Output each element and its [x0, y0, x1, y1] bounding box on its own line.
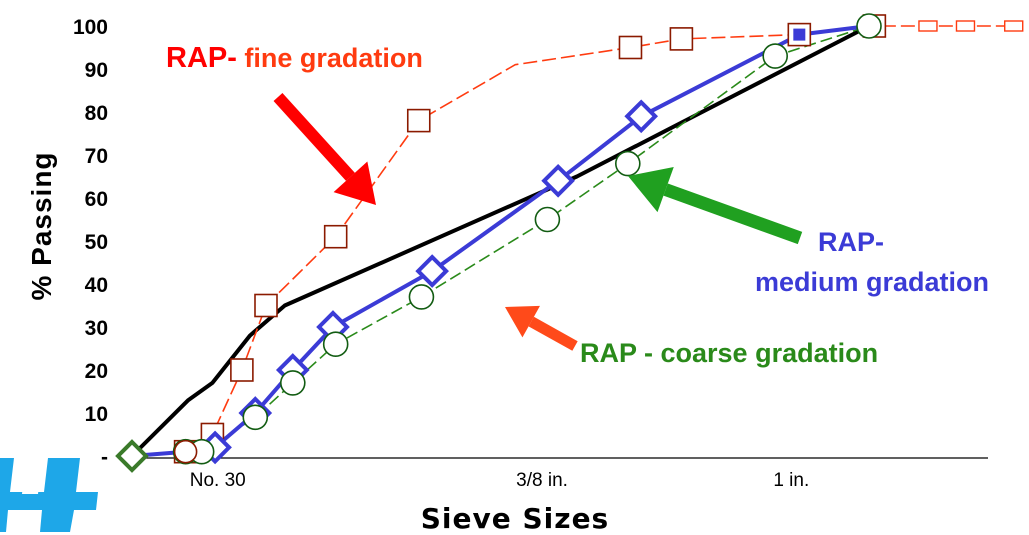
coarse-gradation-marker: [322, 331, 349, 358]
y-tick-label: 100: [73, 16, 108, 39]
fine-gradation-tail-marker: [918, 20, 938, 32]
reference-line: [130, 24, 870, 458]
coarse-gradation-marker: [242, 404, 269, 431]
arrow-medium-shaft: [663, 183, 803, 245]
coarse-gradation-marker: [614, 150, 641, 177]
annotation-medium-line1: RAP-: [818, 227, 884, 257]
fine-gradation-marker: [669, 27, 694, 51]
x-tick-label: No. 30: [190, 470, 246, 491]
fine-gradation-marker: [406, 108, 431, 133]
y-tick-label: 30: [85, 317, 108, 340]
annotation-fine-gradation: RAP- fine gradation: [166, 42, 423, 75]
annotation-fine-text: fine gradation: [236, 43, 423, 73]
arrow-coarse-shaft: [528, 316, 578, 351]
cross-logo-detail: [22, 478, 40, 494]
medium-gradation-marker: [793, 28, 806, 41]
medium-gradation-marker: [541, 163, 575, 198]
fine-gradation-marker: [323, 224, 348, 249]
arrow-fine-shaft: [273, 92, 355, 181]
coarse-gradation-marker: [408, 284, 435, 310]
y-tick-label: 60: [85, 188, 108, 211]
coarse-gradation-marker: [534, 206, 561, 233]
fine-gradation-marker: [230, 358, 254, 382]
annotation-medium-line2: medium gradation: [754, 267, 990, 297]
medium-gradation-marker: [115, 439, 149, 473]
x-tick-label: 3/8 in.: [516, 470, 568, 491]
arrow-medium-head: [628, 166, 674, 213]
cross-logo-icon: [0, 458, 98, 532]
y-tick-label: 80: [85, 102, 108, 125]
coarse-gradation-marker: [856, 13, 882, 39]
x-axis-label: Sieve Sizes: [420, 502, 610, 535]
coarse-gradation-marker: [279, 370, 306, 396]
y-tick-label: 40: [85, 274, 108, 297]
medium-gradation-marker: [415, 254, 449, 288]
annotation-fine-rap: RAP-: [166, 42, 237, 74]
y-tick-label: 70: [85, 145, 108, 168]
fine-gradation-start-marker: [173, 439, 198, 464]
y-tick-label: 50: [85, 231, 108, 254]
arrow-coarse-head: [505, 305, 540, 338]
arrow-fine-head: [333, 161, 376, 205]
y-tick-label: 20: [85, 360, 108, 383]
fine-gradation-tail-marker: [1004, 20, 1024, 32]
fine-gradation-tail-marker: [955, 20, 976, 32]
y-tick-label: 90: [85, 59, 108, 82]
fine-gradation-marker: [254, 293, 278, 318]
coarse-gradation-marker: [762, 43, 789, 69]
y-tick-label: 10: [85, 403, 108, 426]
fine-gradation-marker: [618, 35, 643, 60]
y-tick-label: -: [101, 446, 108, 469]
x-tick-label: 1 in.: [773, 470, 809, 491]
y-axis-label: % Passing: [26, 151, 57, 301]
annotation-coarse-gradation: RAP - coarse gradation: [580, 338, 879, 368]
annotation-medium-gradation: RAP- medium gradation: [722, 222, 1022, 302]
medium-gradation-marker: [624, 99, 659, 134]
